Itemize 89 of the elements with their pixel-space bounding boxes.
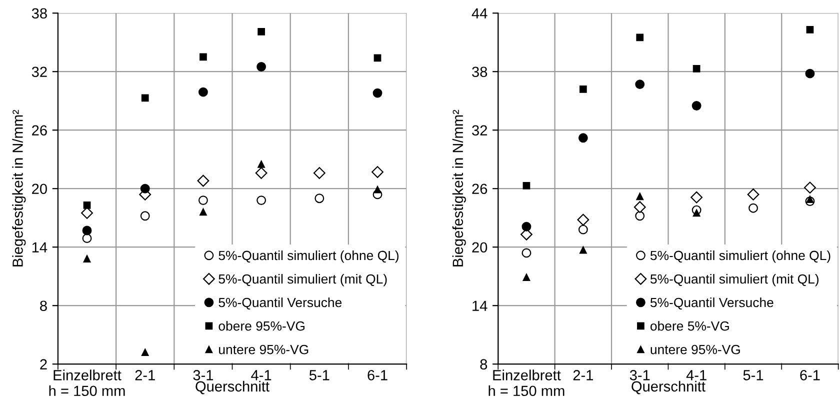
point	[522, 182, 530, 190]
legend-label: untere 95%-VG	[650, 344, 740, 354]
point	[256, 62, 266, 72]
point	[522, 222, 532, 232]
point	[747, 188, 760, 200]
point	[141, 94, 149, 102]
legend-label: 5%-Quantil simuliert (ohne QL)	[650, 250, 830, 263]
x-tick-label: 5-1	[743, 370, 764, 380]
point	[374, 186, 382, 194]
y-tick-label: 8	[480, 359, 488, 370]
point	[692, 65, 700, 72]
legend-label: untere 95%-VG	[219, 344, 308, 354]
point	[256, 196, 266, 206]
legend-label: 5%-Quantil simuliert (ohne QL)	[218, 250, 398, 263]
x-tick-label: 2-1	[573, 370, 593, 380]
y-tick-label: 26	[32, 125, 47, 136]
point	[806, 26, 814, 34]
legend-label: 5%-Quantil simuliert (mit QL)	[650, 274, 818, 286]
point	[258, 28, 265, 36]
legend-label: 5%-Quantil Versuche	[650, 297, 774, 310]
y-tick-label: 8	[40, 300, 47, 312]
point	[141, 348, 149, 356]
point	[372, 88, 382, 98]
point	[200, 53, 207, 61]
point	[579, 85, 587, 93]
x-axis-title: Querschnitt	[196, 380, 270, 394]
y-tick-label: 26	[472, 184, 488, 194]
point	[198, 196, 208, 206]
x-tick-label: 4-1	[686, 370, 706, 380]
x-axis-title: Querschnitt	[632, 380, 706, 394]
y-tick-label: 2	[40, 359, 47, 370]
point	[804, 182, 816, 194]
point	[313, 167, 326, 179]
point	[200, 208, 207, 216]
point	[82, 226, 92, 236]
point	[692, 209, 700, 217]
legend-label: 5%-Quantil simuliert (mit QL)	[218, 274, 387, 286]
y-tick-label: 20	[32, 184, 47, 194]
y-tick-label: 14	[32, 242, 48, 252]
y-tick-label: 38	[32, 8, 47, 19]
point	[372, 166, 384, 178]
point	[522, 274, 530, 281]
point	[690, 191, 703, 204]
x-tick-label: 6-1	[800, 370, 820, 380]
point	[374, 54, 382, 62]
point	[83, 201, 91, 209]
point	[578, 224, 588, 234]
point	[635, 80, 645, 90]
point	[806, 196, 814, 204]
point	[579, 246, 587, 254]
y-tick-label: 14	[472, 300, 488, 311]
point	[636, 192, 644, 200]
x-tick-label: 4-1	[251, 370, 272, 380]
point	[82, 234, 92, 244]
y-tick-label: 20	[472, 242, 488, 253]
y-axis-title: Biegefestigkeit in N/mm²	[12, 110, 26, 266]
x-tick-label: Einzelbrett h = 150 mm	[49, 370, 125, 396]
legend-label: obere 5%-VG	[650, 321, 729, 331]
x-tick-label: Einzelbrett h = 150 mm	[488, 370, 564, 396]
y-tick-label: 38	[472, 66, 488, 78]
point	[81, 207, 93, 219]
point	[314, 194, 324, 204]
point	[578, 133, 588, 143]
point	[255, 167, 268, 179]
x-tick-label: 2-1	[135, 370, 155, 380]
legend-label: 5%-Quantil Versuche	[218, 297, 342, 310]
y-tick-label: 32	[472, 125, 487, 136]
x-tick-label: 3-1	[630, 370, 650, 380]
y-tick-label: 44	[472, 8, 488, 18]
point	[692, 101, 702, 110]
y-axis-title: Biegefestigkeit in N/mm²	[452, 110, 466, 266]
point	[636, 34, 644, 42]
point	[577, 214, 590, 226]
point	[198, 87, 208, 97]
point	[197, 174, 210, 187]
point	[258, 160, 265, 168]
point	[805, 68, 815, 78]
point	[748, 203, 758, 213]
x-tick-label: 5-1	[309, 370, 330, 380]
point	[83, 255, 91, 262]
point	[140, 211, 150, 221]
point	[522, 248, 532, 258]
legend-label: obere 95%-VG	[218, 321, 304, 331]
x-tick-label: 6-1	[368, 370, 388, 380]
point	[140, 184, 150, 194]
x-tick-label: 3-1	[193, 370, 214, 380]
y-tick-label: 32	[32, 66, 47, 78]
point	[634, 201, 646, 214]
point	[635, 211, 645, 221]
